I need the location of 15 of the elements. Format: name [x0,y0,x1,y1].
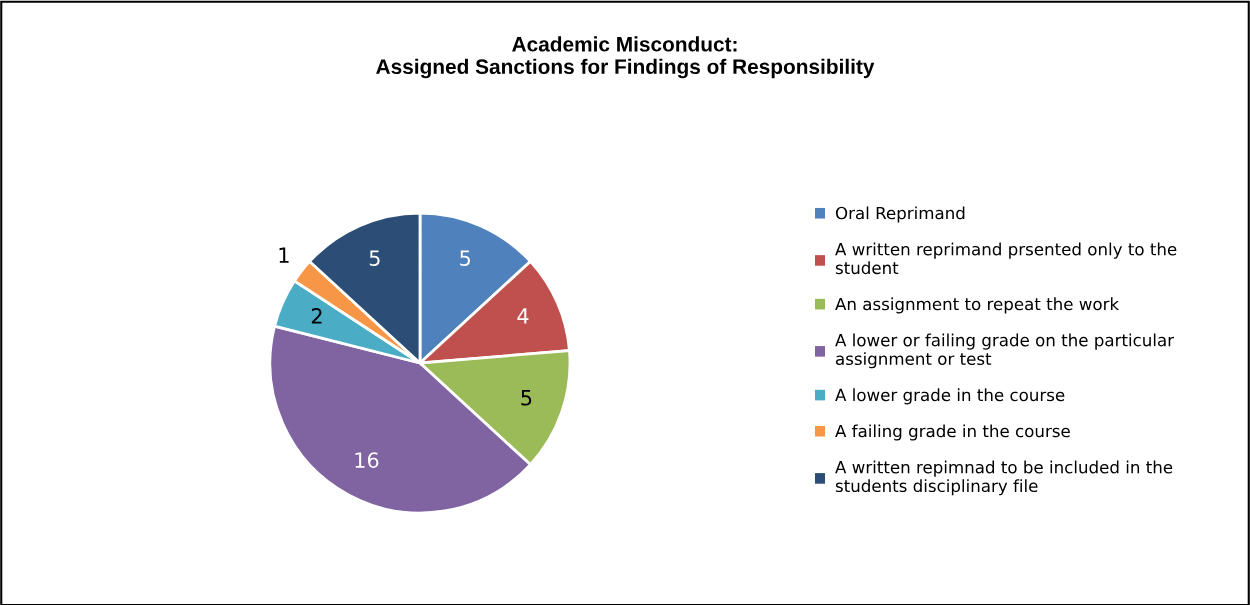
data-label: 2 [311,308,322,324]
data-label: 5 [521,390,532,406]
legend-label: A failing grade in the course [835,424,1070,441]
legend-label: A written reprimand prsented only to the student [835,242,1177,275]
legend-label: A lower grade in the course [835,388,1065,405]
legend-label: An assignment to repeat the work [835,297,1120,314]
data-label: 4 [517,308,529,324]
data-label: 16 [355,452,379,468]
data-label: 1 [279,247,289,263]
legend-label: A written repimnad to be included in the students disciplinary file [835,460,1173,496]
legend-label: A lower or failing grade on the particular assignment or test [835,333,1175,369]
legend-label: Oral Reprimand [835,206,965,223]
data-label: 5 [369,250,380,267]
data-label: 5 [460,250,470,267]
chart-title: Academic Misconduct: Assigned Sanctions for Findings of Responsibility [376,36,875,79]
